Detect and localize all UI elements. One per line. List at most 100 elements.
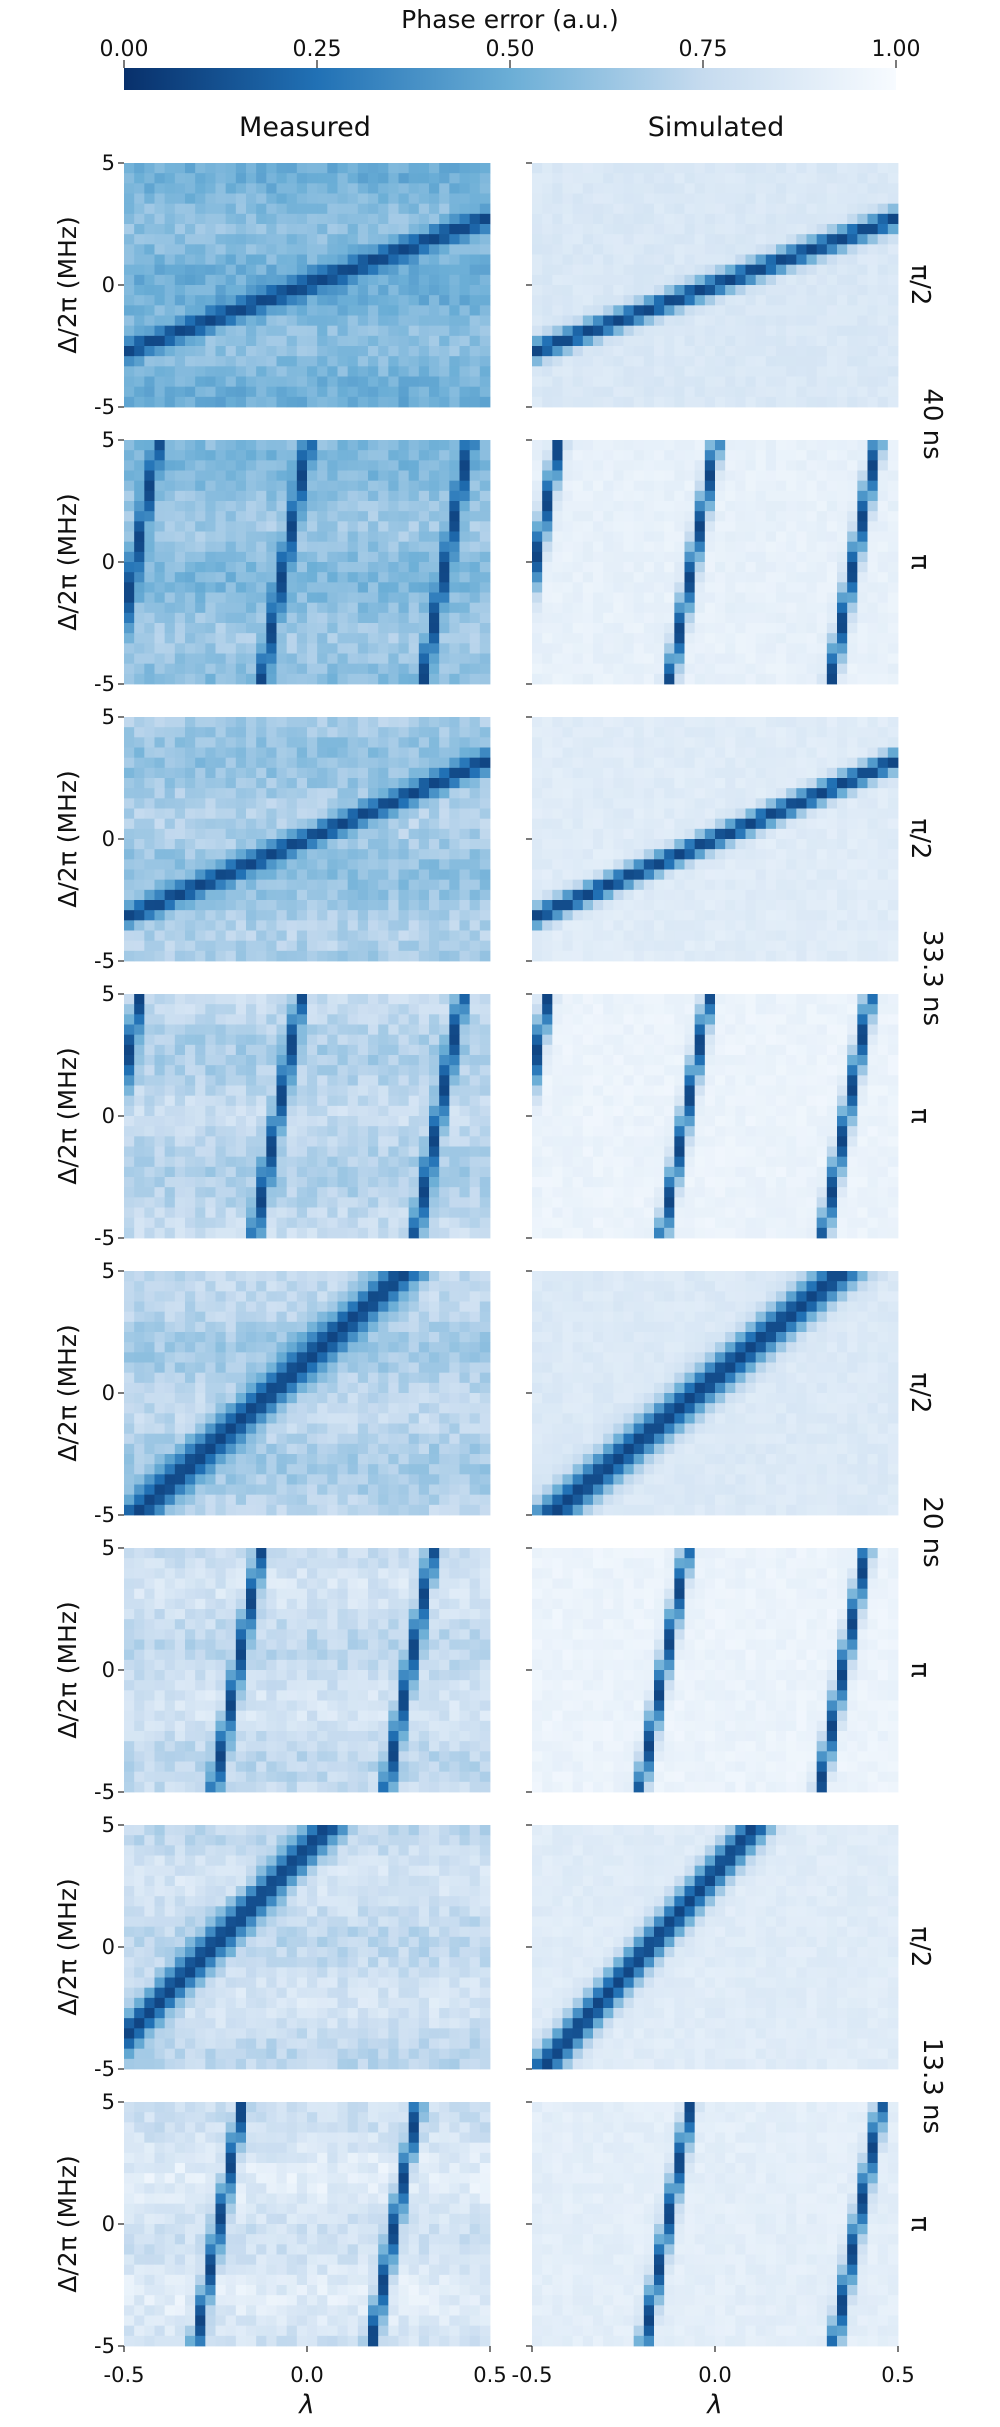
heatmap-cell [837, 582, 848, 593]
heatmap-cell [276, 788, 288, 799]
heatmap-cell [195, 737, 206, 748]
heatmap-cell [765, 285, 777, 296]
heatmap-cell [256, 450, 267, 461]
heatmap-cell [347, 551, 359, 563]
heatmap-cell [623, 653, 635, 665]
heatmap-cell [684, 460, 696, 471]
heatmap-cell [877, 376, 889, 388]
heatmap-cell [286, 859, 298, 870]
heatmap-cell [582, 376, 594, 388]
heatmap-cell [745, 602, 757, 614]
heatmap-cell [449, 788, 460, 799]
heatmap-cell [715, 254, 726, 266]
heatmap-cell [337, 727, 349, 738]
heatmap-cell [357, 849, 369, 860]
heatmap-cell [225, 767, 237, 779]
heatmap-cell [174, 234, 186, 245]
heatmap-cell [174, 396, 186, 408]
heatmap-cell [479, 663, 491, 675]
heatmap-cell [398, 950, 410, 962]
heatmap-cell [593, 234, 604, 245]
heatmap-cell [337, 889, 349, 901]
heatmap-cell [593, 346, 604, 357]
heatmap-cell [633, 440, 645, 451]
heatmap-cell [337, 757, 349, 769]
heatmap-cell [623, 582, 635, 593]
heatmap-cell [225, 930, 237, 942]
heatmap-cell [837, 460, 848, 471]
heatmap-cell [124, 778, 135, 789]
heatmap-cell [816, 747, 828, 759]
heatmap-cell [296, 193, 308, 205]
heatmap-cell [684, 633, 696, 644]
heatmap-cell [479, 396, 491, 408]
heatmap-cell [633, 859, 645, 870]
heatmap-cell [144, 612, 155, 624]
heatmap-cell [582, 234, 594, 245]
heatmap-cell [408, 889, 420, 901]
heatmap-cell [266, 305, 277, 316]
heatmap-cell [429, 828, 440, 840]
heatmap-cell [408, 234, 420, 245]
heatmap-cell [542, 747, 553, 759]
heatmap-cell [654, 285, 665, 296]
heatmap-cell [684, 450, 696, 461]
heatmap-cell [469, 900, 481, 911]
heatmap-cell [225, 869, 237, 881]
heatmap-cell [439, 254, 450, 266]
heatmap-cell [643, 541, 655, 553]
heatmap-cell [368, 879, 379, 891]
heatmap-cell [256, 920, 267, 931]
heatmap-cell [572, 818, 584, 830]
heatmap-cell [124, 562, 135, 573]
heatmap-cell [418, 480, 430, 492]
heatmap-cell [562, 673, 574, 685]
heatmap-cell [572, 869, 584, 881]
heatmap-cell [246, 889, 257, 901]
heatmap-cell [664, 490, 675, 502]
heatmap-cell [195, 234, 206, 245]
heatmap-cell [643, 757, 655, 769]
heatmap-cell [276, 757, 288, 769]
heatmap-cell [806, 818, 818, 830]
heatmap-cell [368, 285, 379, 296]
heatmap-cell [806, 612, 818, 624]
heatmap-cell [246, 470, 257, 482]
heatmap-cell [398, 673, 410, 685]
heatmap-cell [654, 582, 665, 593]
heatmap-cell [837, 808, 848, 820]
heatmap-cell [704, 183, 716, 194]
heatmap-cell [347, 244, 359, 255]
heatmap-cell [664, 295, 675, 306]
heatmap-cell [816, 849, 828, 860]
heatmap-cell [246, 490, 257, 502]
heatmap-cell [715, 480, 726, 492]
heatmap-cell [887, 572, 899, 583]
heatmap-cell [235, 511, 247, 522]
heatmap-cell [439, 335, 450, 347]
heatmap-cell [225, 778, 237, 789]
heatmap-cell [154, 224, 166, 235]
heatmap-cell [357, 274, 369, 286]
heatmap-cell [154, 839, 166, 850]
heatmap-cell [786, 376, 797, 388]
heatmap-cell [643, 592, 655, 604]
heatmap-cell [552, 727, 563, 738]
heatmap-cell [327, 562, 338, 573]
heatmap-cell [449, 673, 460, 685]
heatmap-cell [684, 673, 696, 685]
heatmap-cell [776, 602, 787, 614]
heatmap-cell [469, 254, 481, 266]
heatmap-cell [368, 653, 379, 665]
heatmap-cell [469, 551, 481, 563]
heatmap-cell [745, 335, 757, 347]
heatmap-cell [562, 663, 574, 675]
heatmap-cell [715, 828, 726, 840]
heatmap-cell [643, 224, 655, 235]
heatmap-cell [225, 224, 237, 235]
heatmap-cell [582, 673, 594, 685]
heatmap-cell [429, 480, 440, 492]
heatmap-cell [664, 717, 675, 728]
heatmap-cell [674, 244, 685, 255]
heatmap-cell [633, 612, 645, 624]
